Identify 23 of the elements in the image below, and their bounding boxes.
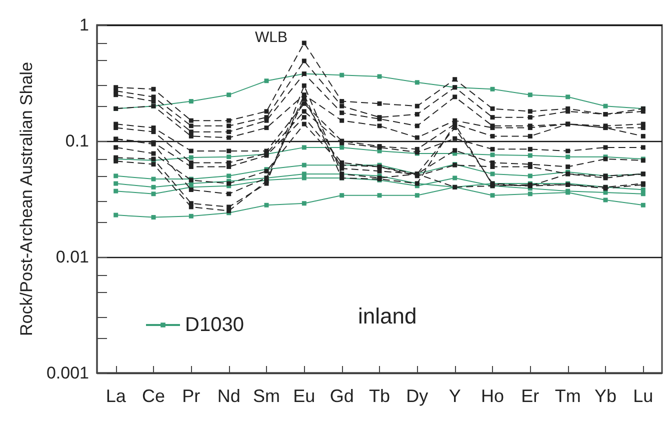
y-axis-title: Rock/Post-Archean Australian Shale <box>17 62 36 336</box>
x-tick-label: Eu <box>293 386 316 406</box>
y-tick-label: 0.1 <box>65 132 89 150</box>
x-tick-label: Dy <box>406 386 428 406</box>
x-tick-label: Tm <box>554 386 581 406</box>
x-tick-label: Sm <box>253 386 280 406</box>
y-tick-label: 0.01 <box>56 248 89 266</box>
x-tick-label: Gd <box>330 386 354 406</box>
x-tick-label: Ce <box>142 386 166 406</box>
annotation: WLB <box>255 29 288 46</box>
x-tick-label: Pr <box>182 386 200 406</box>
x-tick-label: Tb <box>368 386 390 406</box>
x-tick-label: Lu <box>633 386 654 406</box>
x-tick-label: Nd <box>217 386 240 406</box>
x-tick-label: Ho <box>480 386 504 406</box>
y-tick-label: 0.001 <box>46 364 89 382</box>
y-tick-label: 1 <box>80 16 89 34</box>
annotation: inland <box>358 304 417 328</box>
x-tick-label: Er <box>521 386 540 406</box>
x-tick-label: Yb <box>594 386 617 406</box>
x-tick-label: La <box>106 386 127 406</box>
x-tick-label: Y <box>448 386 461 406</box>
legend-label: D1030 <box>185 314 244 336</box>
